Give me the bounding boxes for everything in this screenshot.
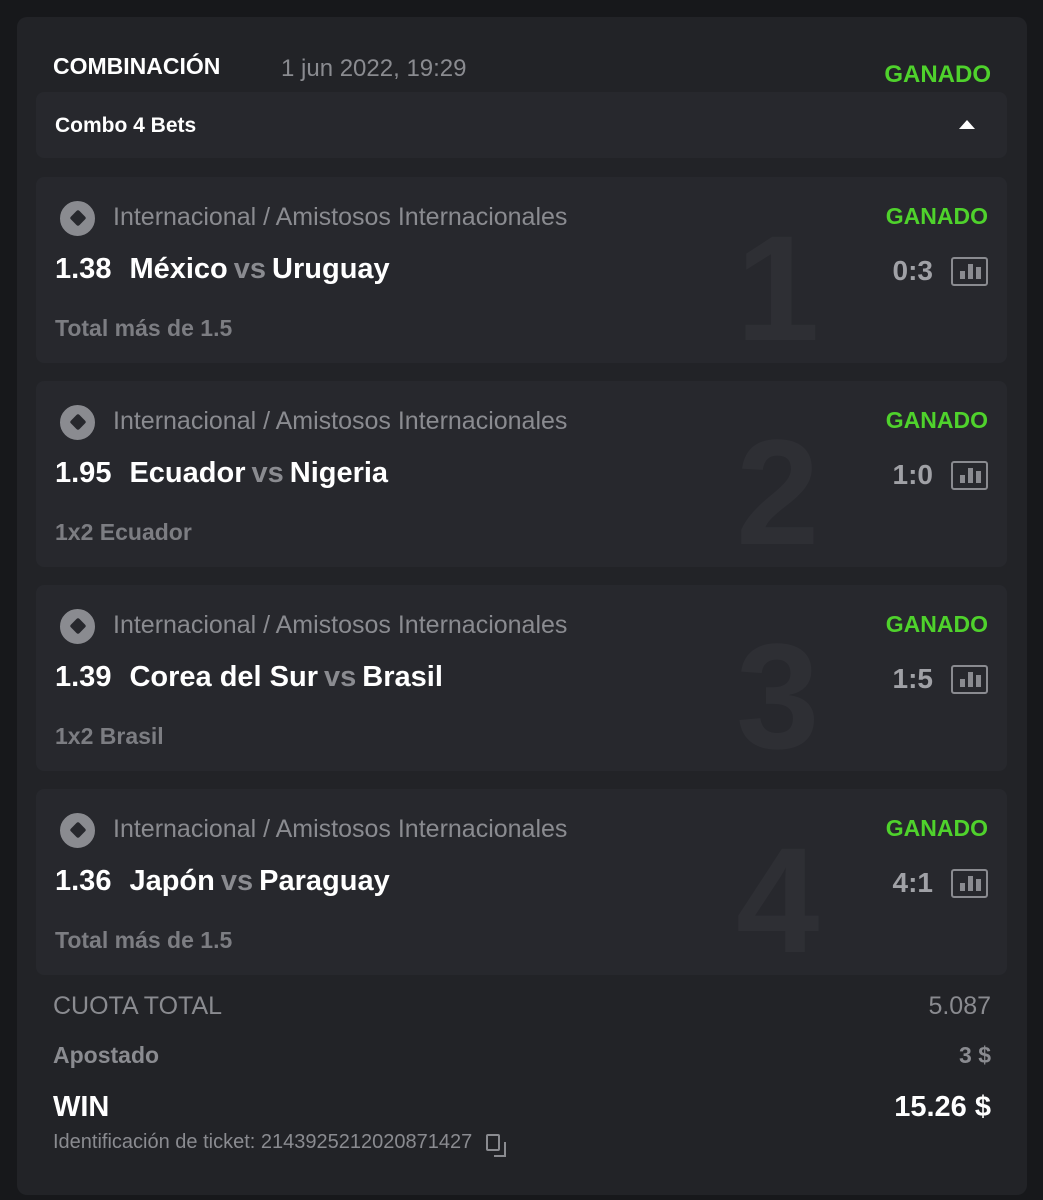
match-line: 1.95 Ecuador vs Nigeria xyxy=(55,457,388,490)
match-line: 1.39 Corea del Sur vs Brasil xyxy=(55,661,443,694)
ticket-status: GANADO xyxy=(884,61,991,88)
bet-status: GANADO xyxy=(885,815,988,841)
stake-value: 3 $ xyxy=(959,1042,991,1068)
vs-label: vs xyxy=(324,661,357,693)
league-name: Internacional / Amistosos Internacionale… xyxy=(113,203,568,231)
bet-market: Total más de 1.5 xyxy=(55,315,233,341)
ticket-id: Identificación de ticket: 21439252120208… xyxy=(53,1131,507,1158)
match-line: 1.38 México vs Uruguay xyxy=(55,253,390,286)
bet-market: 1x2 Brasil xyxy=(55,723,164,749)
total-odds-value: 5.087 xyxy=(928,992,991,1020)
stats-icon[interactable] xyxy=(951,257,988,286)
home-team: Corea del Sur xyxy=(129,661,319,693)
away-team: Paraguay xyxy=(259,865,390,897)
vs-label: vs xyxy=(233,253,267,285)
league-name: Internacional / Amistosos Internacionale… xyxy=(113,815,568,843)
bet-number-watermark: 1 xyxy=(736,204,820,363)
vs-label: vs xyxy=(220,865,254,897)
away-team: Uruguay xyxy=(272,253,390,285)
bet-status: GANADO xyxy=(885,407,988,433)
league-name: Internacional / Amistosos Internacionale… xyxy=(113,407,568,435)
bet-number-watermark: 3 xyxy=(736,612,820,771)
match-line: 1.36 Japón vs Paraguay xyxy=(55,865,390,898)
match-score: 4:1 xyxy=(892,867,933,898)
vs-label: vs xyxy=(251,457,284,489)
total-odds-label: CUOTA TOTAL xyxy=(53,992,223,1020)
match-score: 0:3 xyxy=(892,255,933,286)
away-team: Brasil xyxy=(362,661,443,693)
bet-odds: 1.95 xyxy=(55,457,112,489)
bet-ticket-card: COMBINACIÓN 1 jun 2022, 19:29 GANADO Com… xyxy=(17,17,1027,1195)
bet-status: GANADO xyxy=(885,203,988,229)
soccer-ball-icon xyxy=(60,405,95,440)
copy-icon[interactable] xyxy=(486,1134,507,1158)
total-odds-row: CUOTA TOTAL 5.087 xyxy=(53,992,991,1021)
soccer-ball-icon xyxy=(60,201,95,236)
bet-odds: 1.38 xyxy=(55,253,112,285)
stake-label: Apostado xyxy=(53,1042,160,1068)
home-team: México xyxy=(129,253,228,285)
bet-number-watermark: 2 xyxy=(736,408,820,567)
home-team: Ecuador xyxy=(129,457,246,489)
bet-date: 1 jun 2022, 19:29 xyxy=(281,55,467,82)
bet-type-title: COMBINACIÓN xyxy=(53,53,221,79)
bet-odds: 1.36 xyxy=(55,865,112,897)
stats-icon[interactable] xyxy=(951,461,988,490)
bet-item: 3 Internacional / Amistosos Internaciona… xyxy=(36,585,1007,771)
bet-number-watermark: 4 xyxy=(736,816,820,975)
bet-status: GANADO xyxy=(885,611,988,637)
bet-item: 2 Internacional / Amistosos Internaciona… xyxy=(36,381,1007,567)
bet-item: 4 Internacional / Amistosos Internaciona… xyxy=(36,789,1007,975)
win-row: WIN 15.26 $ xyxy=(53,1091,991,1124)
soccer-ball-icon xyxy=(60,813,95,848)
bet-market: Total más de 1.5 xyxy=(55,927,233,953)
bet-odds: 1.39 xyxy=(55,661,112,693)
soccer-ball-icon xyxy=(60,609,95,644)
win-value: 15.26 $ xyxy=(894,1091,991,1123)
stake-row: Apostado 3 $ xyxy=(53,1042,991,1069)
stats-icon[interactable] xyxy=(951,869,988,898)
bet-market: 1x2 Ecuador xyxy=(55,519,192,545)
combo-toggle[interactable]: Combo 4 Bets xyxy=(36,92,1007,158)
ticket-id-text: Identificación de ticket: 21439252120208… xyxy=(53,1131,473,1153)
caret-up-icon[interactable] xyxy=(959,120,975,129)
stats-icon[interactable] xyxy=(951,665,988,694)
away-team: Nigeria xyxy=(289,457,389,489)
win-label: WIN xyxy=(53,1091,110,1123)
league-name: Internacional / Amistosos Internacionale… xyxy=(113,611,568,639)
match-score: 1:0 xyxy=(892,459,933,490)
match-score: 1:5 xyxy=(892,663,933,694)
combo-label: Combo 4 Bets xyxy=(55,114,197,137)
bet-item: 1 Internacional / Amistosos Internaciona… xyxy=(36,177,1007,363)
home-team: Japón xyxy=(129,865,215,897)
